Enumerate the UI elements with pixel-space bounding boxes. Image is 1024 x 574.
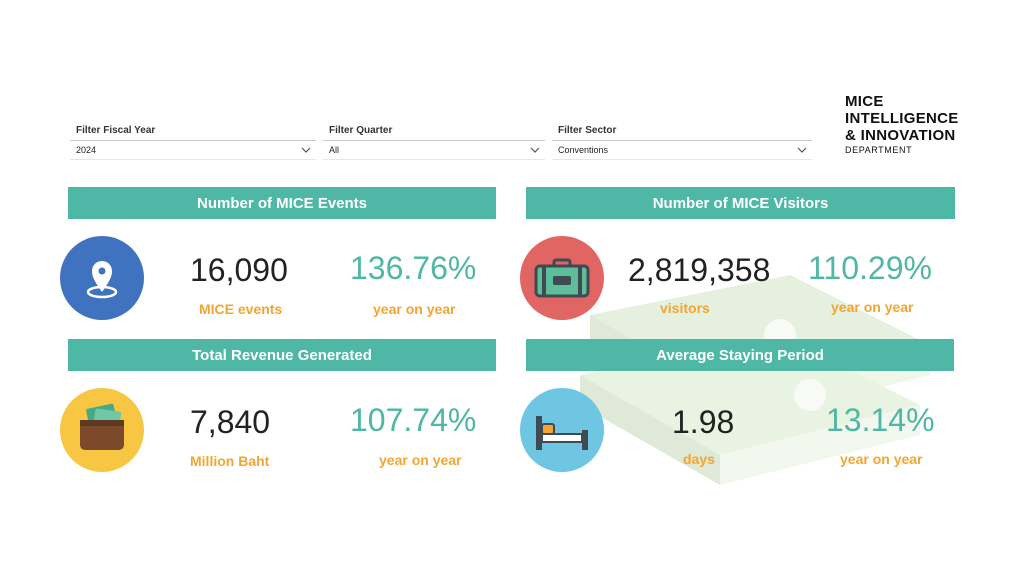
visitors-change: 110.29% (808, 250, 932, 286)
sector-dropdown[interactable]: Conventions (552, 140, 812, 160)
wallet-icon (60, 388, 144, 472)
chevron-down-icon (530, 147, 540, 153)
events-value: 16,090 (190, 252, 288, 288)
logo-line-1: MICE (845, 93, 884, 110)
chevron-down-icon (797, 147, 807, 153)
revenue-change: 107.74% (350, 402, 477, 438)
filter-quarter: Filter Quarter All (323, 125, 545, 160)
stay-unit: days (683, 451, 715, 467)
revenue-unit: Million Baht (190, 453, 270, 469)
quarter-value: All (329, 145, 340, 155)
filter-fiscal-year: Filter Fiscal Year 2024 (70, 125, 316, 160)
stay-title-bar: Average Staying Period (526, 339, 954, 371)
filter-quarter-label: Filter Quarter (329, 125, 393, 136)
events-title: Number of MICE Events (196, 194, 368, 212)
events-title-bar: Number of MICE Events (68, 187, 496, 219)
revenue-title: Total Revenue Generated (192, 346, 372, 364)
location-pin-icon (60, 236, 144, 320)
department-logo: MICE INTELLIGENCE & INNOVATION DEPARTMEN… (845, 93, 959, 157)
visitors-unit: visitors (660, 300, 710, 316)
logo-line-2: INTELLIGENCE (845, 110, 959, 127)
sector-value: Conventions (558, 145, 609, 155)
visitors-title: Number of MICE Visitors (652, 194, 829, 212)
stay-change-label: year on year (840, 451, 923, 467)
filter-fiscal-year-label: Filter Fiscal Year (76, 125, 156, 136)
fiscal-year-dropdown[interactable]: 2024 (70, 140, 316, 160)
events-change: 136.76% (350, 250, 477, 286)
logo-line-3: & INNOVATION (845, 127, 956, 144)
suitcase-icon (520, 236, 604, 320)
revenue-change-label: year on year (379, 452, 462, 468)
filter-sector-label: Filter Sector (558, 125, 617, 136)
bed-icon (520, 388, 604, 472)
filter-sector: Filter Sector Conventions (552, 125, 812, 160)
quarter-dropdown[interactable]: All (323, 140, 545, 160)
visitors-change-label: year on year (831, 299, 914, 315)
chevron-down-icon (301, 147, 311, 153)
stay-value: 1.98 (672, 404, 735, 440)
events-unit: MICE events (199, 301, 283, 317)
fiscal-year-value: 2024 (76, 145, 97, 155)
visitors-value: 2,819,358 (628, 252, 771, 288)
events-change-label: year on year (373, 301, 456, 317)
revenue-value: 7,840 (190, 404, 271, 440)
logo-line-4: DEPARTMENT (845, 145, 913, 155)
stay-title: Average Staying Period (656, 346, 824, 364)
visitors-title-bar: Number of MICE Visitors (526, 187, 955, 219)
revenue-title-bar: Total Revenue Generated (68, 339, 496, 371)
stay-change: 13.14% (826, 402, 935, 438)
